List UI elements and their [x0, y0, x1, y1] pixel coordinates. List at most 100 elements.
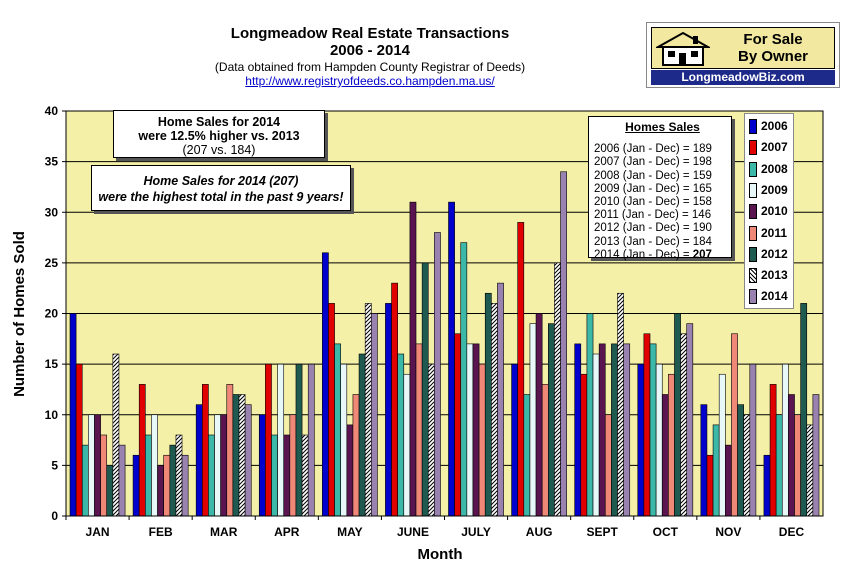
legend-swatch — [749, 119, 757, 134]
bar-2007-MAR — [201, 384, 209, 517]
homes-sales-2014-prefix: 2014 (Jan - Dec) = — [594, 248, 693, 261]
legend: 2006 2007 2008 2009 2010 2011 2012 2013 2014 — [744, 113, 794, 309]
bar-2011-OCT — [668, 373, 675, 517]
y-tick-label: 15 — [45, 357, 59, 371]
bar-2010-OCT — [661, 394, 669, 517]
chart-subtitle: 2006 - 2014 — [329, 42, 411, 59]
bar-2011-MAR — [226, 384, 234, 517]
x-tick-label: DEC — [779, 525, 805, 539]
annotation-line-1: Home Sales for 2014 — [157, 115, 281, 129]
bar-2013-JAN — [112, 353, 120, 517]
axes: 0 5 10 15 20 25 30 35 40 JAN FEB MAR APR MAY JUNE JULY A… — [45, 104, 824, 539]
data-source-note: (Data obtained from Hampden County Regis… — [214, 60, 526, 74]
y-tick-label: 20 — [45, 307, 59, 321]
bar-2008-MAY — [334, 343, 341, 517]
annotation-line-3: (207 vs. 184) — [182, 143, 256, 157]
y-tick-label: 5 — [51, 458, 58, 472]
bar-2013-MAR — [238, 394, 246, 517]
bar-2007-SEPT — [580, 373, 588, 517]
bar-2007-OCT — [643, 333, 651, 517]
bar-2011-JULY — [478, 363, 486, 517]
bar-2008-OCT — [649, 343, 657, 517]
bar-2012-MAY — [358, 353, 366, 517]
bar-2008-JULY — [460, 242, 468, 517]
bar-2007-AUG — [517, 222, 525, 517]
x-axis-title: Month — [418, 546, 463, 563]
legend-label: 2008 — [761, 161, 788, 176]
bar-2009-DEC — [781, 363, 789, 517]
logo-line-1: For Sale — [743, 31, 803, 48]
bar-2008-MAR — [208, 434, 215, 517]
bar-2011-JUNE — [415, 343, 423, 517]
bar-2010-NOV — [725, 444, 732, 517]
bar-2012-JUNE — [421, 262, 429, 517]
logo-text: For Sale By Owner — [714, 31, 832, 65]
bar-2008-JUNE — [397, 353, 405, 517]
bar-2011-AUG — [541, 384, 549, 517]
bar-2008-APR — [271, 434, 278, 517]
bar-2007-DEC — [769, 384, 777, 517]
house-icon — [656, 31, 710, 66]
bar-2012-JULY — [484, 292, 492, 517]
legend-swatch — [749, 225, 757, 241]
bar-2010-AUG — [535, 313, 543, 517]
for-sale-by-owner-logo[interactable]: For Sale By Owner LongmeadowBiz.com — [646, 22, 840, 88]
bars — [69, 171, 820, 517]
y-tick-label: 0 — [51, 509, 58, 523]
bar-2012-SEPT — [611, 343, 618, 517]
homes-sales-summary: Homes Sales 2006 (Jan - Dec) = 189 2007 … — [588, 116, 732, 261]
bar-2012-FEB — [169, 444, 177, 517]
bar-2006-MAR — [195, 404, 203, 517]
bar-2014-OCT — [686, 323, 694, 517]
bar-2009-JAN — [88, 414, 95, 517]
y-tick-label: 10 — [45, 408, 59, 422]
bar-2014-JULY — [497, 282, 504, 517]
bar-2008-AUG — [523, 394, 531, 517]
bar-2008-NOV — [712, 424, 720, 517]
source-link[interactable]: http://www.registryofdeeds.co.hampden.ma… — [245, 74, 495, 88]
logo-banner: For Sale By Owner — [651, 27, 835, 69]
logo-url[interactable]: LongmeadowBiz.com — [651, 70, 835, 85]
annotation-line-2: were 12.5% higher vs. 2013 — [138, 129, 300, 143]
y-axis-title: Number of Homes Sold — [11, 231, 28, 397]
bar-2009-FEB — [151, 414, 158, 517]
bar-2009-MAY — [340, 363, 348, 517]
legend-label: 2014 — [761, 289, 788, 304]
homes-sales-line: 2010 (Jan - Dec) = 158 — [594, 196, 712, 209]
homes-sales-title: Homes Sales — [625, 120, 700, 134]
bar-2010-APR — [283, 434, 291, 517]
x-tick-label: MAY — [337, 525, 363, 539]
legend-label: 2007 — [761, 140, 788, 155]
bar-2007-APR — [265, 363, 272, 517]
bar-2010-SEPT — [598, 343, 606, 517]
x-tick-label: OCT — [653, 525, 679, 539]
legend-swatch — [749, 204, 757, 220]
bar-2011-APR — [289, 414, 297, 517]
bar-2007-NOV — [706, 454, 714, 517]
annotation-2014-vs-2013: Home Sales for 2014 were 12.5% higher vs… — [113, 110, 325, 158]
bar-2013-APR — [301, 434, 309, 517]
bar-2013-DEC — [806, 424, 814, 517]
bar-2013-AUG — [554, 262, 561, 517]
homes-sales-line: 2007 (Jan - Dec) = 198 — [594, 156, 712, 169]
bar-2009-AUG — [529, 323, 537, 517]
bar-2014-FEB — [181, 454, 189, 517]
x-tick-label: NOV — [715, 525, 741, 539]
legend-label: 2012 — [761, 246, 788, 261]
bar-2010-FEB — [157, 465, 164, 517]
y-tick-label: 25 — [45, 256, 59, 270]
bar-2007-JAN — [75, 363, 83, 517]
x-tick-label: APR — [274, 525, 300, 539]
bar-2008-SEPT — [586, 313, 594, 517]
homes-sales-line-2014: 2014 (Jan - Dec) = 207 — [594, 249, 731, 262]
x-tick-label: JULY — [461, 525, 491, 539]
bar-2012-JAN — [106, 465, 114, 517]
homes-sales-line: 2008 (Jan - Dec) = 159 — [594, 169, 712, 182]
homes-sales-line: 2012 (Jan - Dec) = 190 — [594, 222, 712, 235]
bar-2006-APR — [258, 414, 266, 517]
bar-2014-JAN — [118, 444, 126, 517]
bar-2014-MAR — [244, 404, 252, 517]
logo-line-2: By Owner — [737, 48, 809, 65]
bar-2013-FEB — [175, 434, 183, 517]
bar-2006-JAN — [69, 313, 77, 517]
